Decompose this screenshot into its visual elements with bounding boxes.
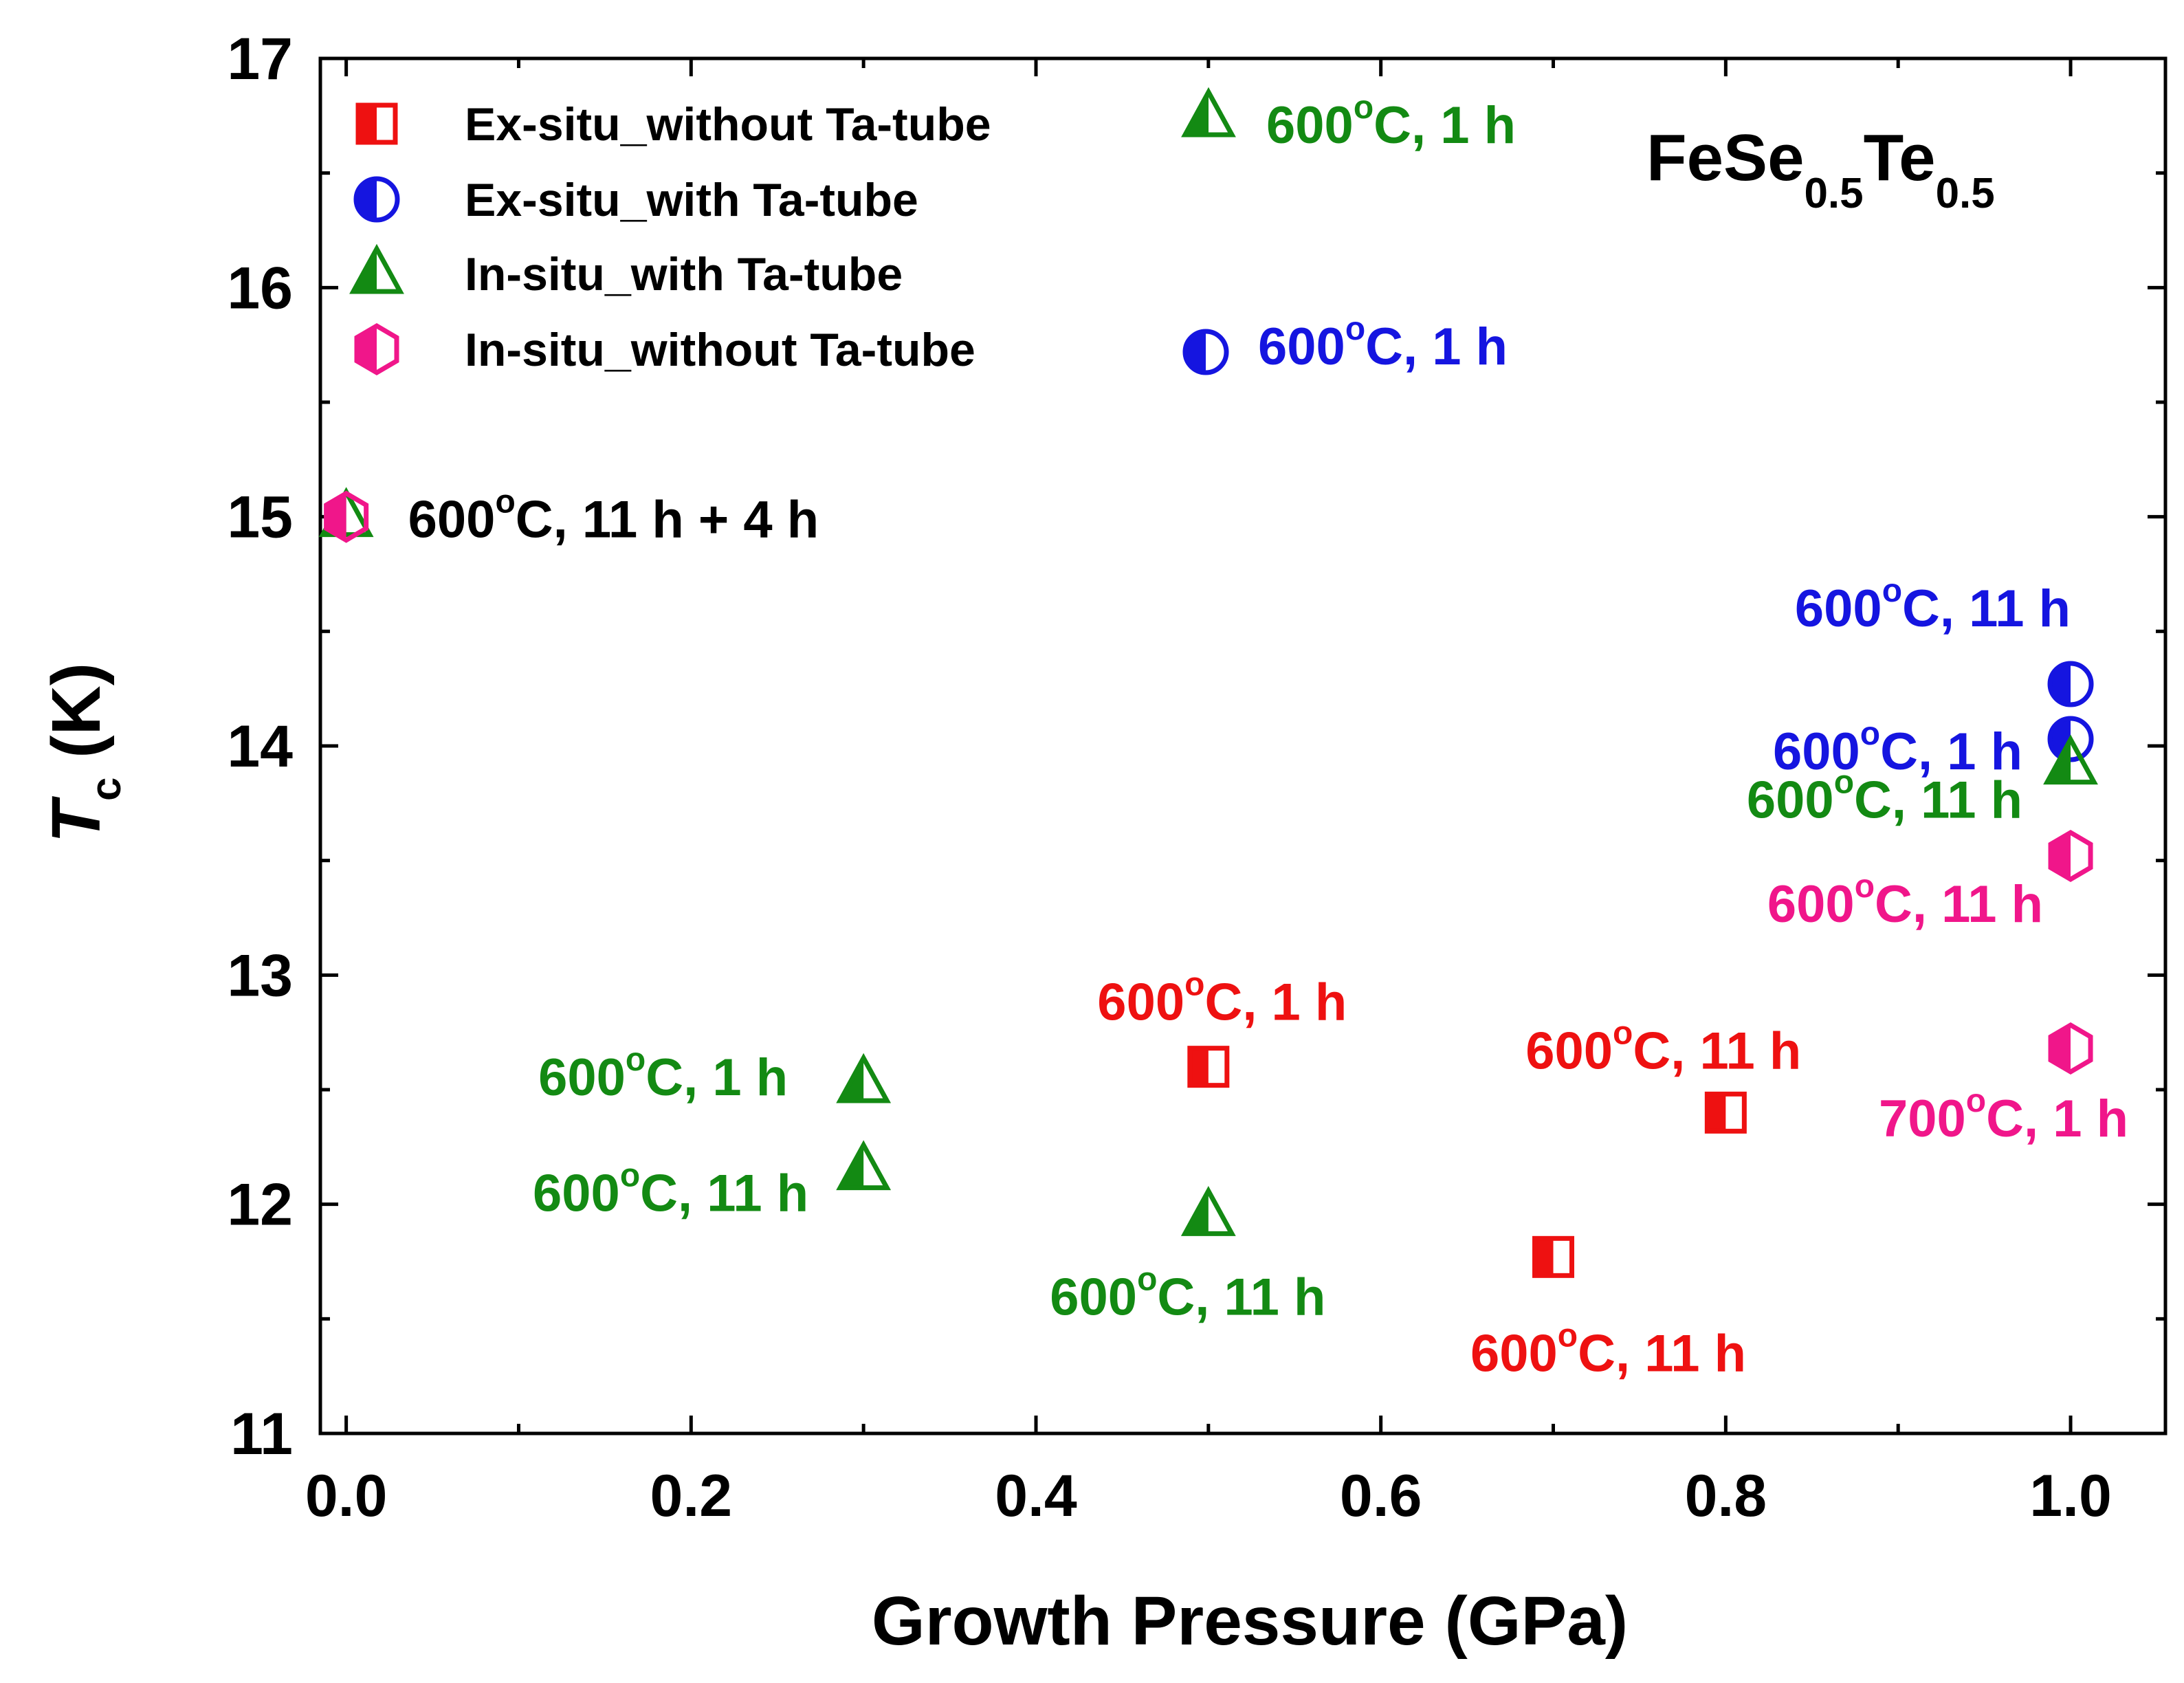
annotation-label: 600oC, 11 h bbox=[1767, 868, 2043, 934]
annotation-label: 600oC, 11 h bbox=[1747, 764, 2022, 830]
y-tick-label: 17 bbox=[227, 26, 293, 92]
x-tick-label: 1.0 bbox=[2029, 1463, 2112, 1529]
y-tick-label: 13 bbox=[227, 943, 293, 1009]
annotation-label: 600oC, 11 h bbox=[533, 1158, 808, 1223]
legend-marker-half-square bbox=[355, 102, 398, 145]
data-point-half-hexagon bbox=[324, 490, 369, 543]
data-point-half-square bbox=[1187, 1046, 1230, 1088]
annotation-label: 600oC, 11 h + 4 h bbox=[408, 484, 819, 549]
x-tick-label: 0.6 bbox=[1340, 1463, 1422, 1529]
legend-marker-half-triangle bbox=[349, 243, 404, 294]
legend-note-label: 600oC, 1 h bbox=[1258, 311, 1508, 376]
legend-label: Ex-situ_with Ta-tube bbox=[465, 174, 918, 226]
legend-marker-half-circle bbox=[353, 176, 400, 223]
x-tick-label: 0.8 bbox=[1685, 1463, 1767, 1529]
legend-label: In-situ_with Ta-tube bbox=[465, 248, 903, 300]
y-tick-label: 11 bbox=[230, 1401, 293, 1467]
annotation-label: 600oC, 1 h bbox=[1773, 716, 2022, 781]
legend-note-label: 600oC, 1 h bbox=[1266, 89, 1516, 155]
data-point-half-square bbox=[1704, 1091, 1747, 1134]
x-tick-label: 0.4 bbox=[995, 1463, 1077, 1529]
y-tick-label: 16 bbox=[227, 255, 293, 321]
y-axis-title: Tc (K) bbox=[38, 663, 130, 843]
legend-label: In-situ_without Ta-tube bbox=[465, 324, 975, 376]
x-tick-label: 0.2 bbox=[650, 1463, 733, 1529]
data-point-half-triangle bbox=[836, 1140, 892, 1191]
x-axis-title: Growth Pressure (GPa) bbox=[872, 1583, 1628, 1660]
data-point-half-square bbox=[1532, 1235, 1575, 1278]
annotation-label: 600oC, 1 h bbox=[1097, 967, 1347, 1032]
legend-marker-half-hexagon bbox=[354, 322, 399, 376]
data-point-half-triangle bbox=[2043, 734, 2098, 785]
compound-label: FeSe0.5Te0.5 bbox=[1646, 121, 1995, 217]
data-point-half-triangle bbox=[836, 1053, 892, 1103]
data-point-half-circle bbox=[2047, 661, 2094, 707]
legend-note-marker bbox=[1181, 87, 1236, 138]
x-tick-label: 0.0 bbox=[305, 1463, 388, 1529]
y-tick-label: 14 bbox=[227, 714, 293, 780]
annotation-label: 700oC, 1 h bbox=[1879, 1083, 2128, 1148]
legend-label: Ex-situ_without Ta-tube bbox=[465, 98, 991, 151]
y-tick-label: 15 bbox=[227, 485, 293, 551]
data-point-half-hexagon bbox=[2048, 829, 2093, 883]
data-point-half-triangle bbox=[1180, 1186, 1236, 1236]
data-point-half-hexagon bbox=[2048, 1022, 2093, 1075]
legend-note-marker bbox=[1182, 329, 1229, 375]
annotation-label: 600oC, 11 h bbox=[1470, 1317, 1746, 1383]
annotation-label: 600oC, 11 h bbox=[1050, 1261, 1325, 1326]
annotation-label: 600oC, 11 h bbox=[1525, 1015, 1801, 1080]
annotation-label: 600oC, 11 h bbox=[1795, 573, 2071, 638]
y-tick-label: 12 bbox=[227, 1172, 293, 1238]
annotation-label: 600oC, 1 h bbox=[538, 1042, 788, 1107]
